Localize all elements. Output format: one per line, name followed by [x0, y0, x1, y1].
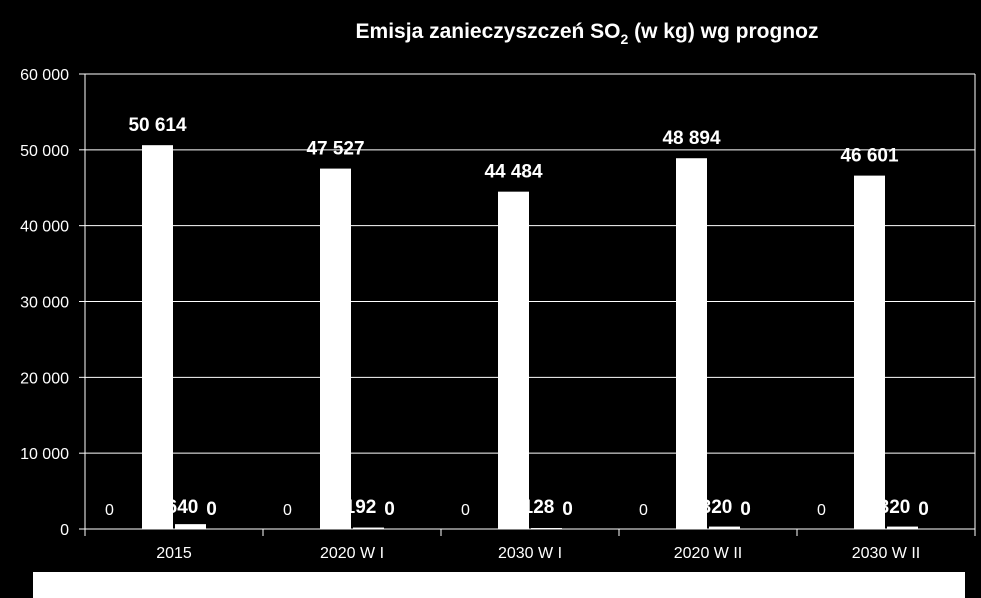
data-label: 0 — [562, 499, 573, 520]
data-label: 0 — [384, 499, 395, 520]
data-label: 0 — [105, 502, 114, 519]
chart-title: Emisja zanieczyszczeń SO2 (w kg) wg prog… — [356, 20, 819, 47]
y-tick-label: 40 000 — [20, 219, 69, 236]
data-label: 0 — [918, 499, 929, 520]
bar — [709, 526, 740, 529]
data-label: 0 — [461, 502, 470, 519]
bar — [320, 168, 351, 529]
bar — [854, 175, 885, 530]
bar — [676, 158, 707, 529]
data-label: 44 484 — [484, 162, 543, 183]
data-label: 47 527 — [306, 139, 364, 160]
x-tick-label: 2020 W II — [674, 545, 742, 562]
y-tick-label: 0 — [60, 522, 69, 539]
data-label: 320 — [879, 497, 911, 518]
y-tick-label: 30 000 — [20, 295, 69, 312]
data-label: 48 894 — [662, 128, 721, 149]
data-label: 128 — [523, 497, 555, 518]
data-label: 0 — [283, 502, 292, 519]
data-label: 0 — [740, 499, 751, 520]
data-label: 192 — [345, 497, 377, 518]
bar — [175, 524, 206, 529]
y-tick-label: 10 000 — [20, 446, 69, 463]
x-tick-label: 2030 W II — [852, 545, 920, 562]
x-tick-label: 2015 — [156, 545, 192, 562]
legend — [33, 572, 965, 598]
data-label: 0 — [206, 499, 217, 520]
axes: 0 10 000 20 000 30 000 40 000 50 000 60 000 201… — [20, 67, 976, 562]
bar — [142, 145, 173, 529]
bar — [887, 526, 918, 529]
bars — [142, 145, 918, 530]
data-label: 0 — [817, 502, 826, 519]
x-tick-label: 2020 W I — [320, 545, 384, 562]
gridlines — [85, 73, 975, 454]
x-tick-label: 2030 W I — [498, 545, 562, 562]
bar — [498, 191, 529, 529]
bar — [531, 528, 562, 529]
data-labels: 0 50 614 640 0 0 47 527 192 0 0 44 484 128 0 0 48 894… — [105, 115, 929, 520]
data-label: 0 — [639, 502, 648, 519]
data-label: 50 614 — [128, 115, 187, 136]
data-label: 46 601 — [840, 146, 899, 167]
y-tick-label: 20 000 — [20, 370, 69, 387]
bar — [353, 527, 384, 529]
data-label: 640 — [167, 497, 199, 518]
y-tick-label: 60 000 — [20, 67, 69, 84]
y-tick-label: 50 000 — [20, 143, 69, 160]
data-label: 320 — [701, 497, 733, 518]
